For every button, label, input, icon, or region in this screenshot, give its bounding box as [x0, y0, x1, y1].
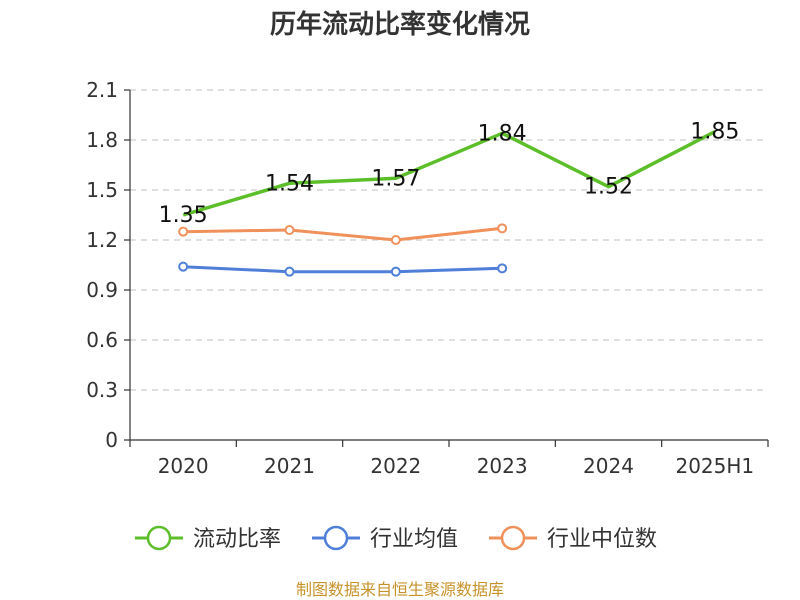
- grid-lines: [130, 89, 768, 391]
- data-label: 1.35: [159, 203, 208, 228]
- legend-marker-icon: [323, 525, 349, 551]
- legend-marker-icon: [500, 525, 526, 551]
- x-tick-label: 2024: [583, 454, 634, 478]
- data-label: 1.57: [371, 166, 420, 191]
- data-label: 1.84: [478, 121, 527, 146]
- legend-item[interactable]: 行业中位数: [489, 525, 657, 552]
- series-layer: [178, 130, 716, 277]
- data-point: [178, 261, 189, 272]
- data-point: [178, 226, 189, 237]
- legend-label: 行业中位数: [547, 527, 657, 552]
- data-point: [497, 263, 508, 274]
- legend-label: 行业均值: [370, 527, 458, 552]
- x-tick-label: 2025H1: [675, 454, 754, 478]
- axes: 0 0.3 0.6 0.9 1.2 1.5 1.8 2.1 2020 2021 2022 2023 20…: [86, 78, 769, 478]
- data-point: [284, 225, 295, 235]
- data-point: [497, 223, 508, 234]
- data-label: 1.52: [584, 175, 633, 200]
- y-tick-label: 1.5: [86, 178, 118, 202]
- data-label: 1.85: [690, 120, 739, 145]
- y-tick-label: 2.1: [86, 78, 118, 102]
- y-tick-label: 1.2: [86, 228, 118, 252]
- y-tick-label: 0.6: [86, 328, 118, 352]
- x-tick-label: 2020: [158, 454, 209, 478]
- series-line: [183, 265, 503, 274]
- data-point: [284, 266, 295, 277]
- data-point: [390, 235, 401, 245]
- legend-item[interactable]: 流动比率: [135, 525, 281, 552]
- data-point: [390, 266, 401, 277]
- legend-label: 流动比率: [193, 527, 281, 552]
- y-tick-label: 0: [105, 428, 118, 452]
- series-line: [183, 226, 503, 242]
- y-tick-label: 0.3: [86, 378, 118, 402]
- y-tick-label: 1.8: [86, 128, 118, 152]
- source-note: 制图数据来自恒生聚源数据库: [296, 580, 504, 599]
- data-label: 1.54: [265, 171, 314, 196]
- x-tick-label: 2023: [477, 454, 528, 478]
- y-tick-label: 0.9: [86, 278, 118, 302]
- legend-item[interactable]: 行业均值: [312, 525, 458, 552]
- x-tick-label: 2021: [264, 454, 315, 478]
- data-labels: 1.35 1.54 1.57 1.84 1.52 1.85: [159, 120, 740, 228]
- legend: 流动比率 行业均值 行业中位数: [135, 525, 657, 552]
- legend-marker-icon: [146, 525, 172, 551]
- x-tick-label: 2022: [370, 454, 421, 478]
- chart-title: 历年流动比率变化情况: [270, 9, 530, 40]
- series-line: [182, 130, 716, 217]
